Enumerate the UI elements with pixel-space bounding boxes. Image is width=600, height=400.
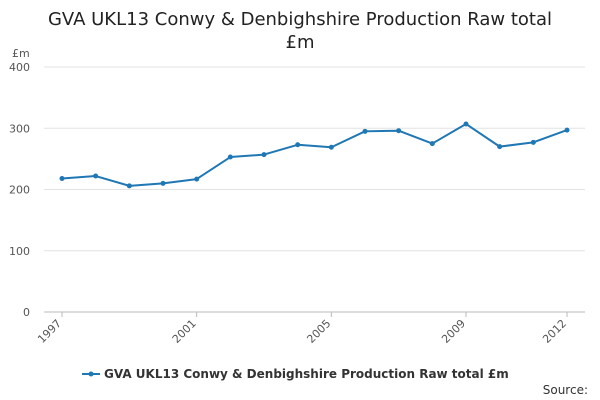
series-line (61, 122, 568, 187)
y-axis: £m 0 100 200 300 400 (9, 47, 30, 319)
chart-title-line2: £m (285, 32, 315, 53)
x-tick-label: 1997 (35, 317, 64, 346)
data-point[interactable] (564, 127, 570, 133)
data-point[interactable] (463, 121, 469, 127)
x-tick-label: 2009 (439, 317, 468, 346)
chart-title: GVA UKL13 Conwy & Denbighshire Productio… (0, 8, 600, 54)
legend[interactable]: GVA UKL13 Conwy & Denbighshire Productio… (82, 367, 509, 381)
data-point[interactable] (227, 154, 233, 160)
y-tick-label: 100 (9, 245, 30, 258)
data-point[interactable] (93, 173, 99, 179)
data-point[interactable] (126, 183, 132, 189)
plot-area (59, 121, 570, 189)
y-tick-label: 300 (9, 122, 30, 135)
data-point[interactable] (396, 128, 402, 134)
y-axis-label: £m (12, 47, 30, 60)
data-point[interactable] (328, 144, 334, 150)
x-tick-label: 2001 (170, 317, 199, 346)
chart-title-line1: GVA UKL13 Conwy & Denbighshire Productio… (47, 9, 553, 30)
data-point[interactable] (429, 141, 435, 147)
legend-label: GVA UKL13 Conwy & Denbighshire Productio… (104, 367, 509, 381)
data-point[interactable] (59, 175, 65, 181)
source-label: Source: (543, 383, 588, 397)
data-point[interactable] (497, 144, 503, 150)
data-point[interactable] (160, 180, 166, 186)
data-point[interactable] (194, 176, 200, 182)
x-tick-label: 2012 (540, 317, 569, 346)
x-axis: 1997 2001 2005 2009 2012 (35, 312, 569, 346)
data-point[interactable] (295, 142, 301, 148)
data-point[interactable] (530, 139, 536, 145)
data-point[interactable] (362, 128, 368, 134)
y-tick-label: 400 (9, 61, 30, 74)
grid-lines (44, 66, 585, 313)
data-point[interactable] (261, 152, 267, 158)
x-tick-label: 2005 (304, 317, 333, 346)
legend-marker (88, 371, 94, 377)
y-tick-label: 200 (9, 184, 30, 197)
y-tick-label: 0 (23, 306, 30, 319)
